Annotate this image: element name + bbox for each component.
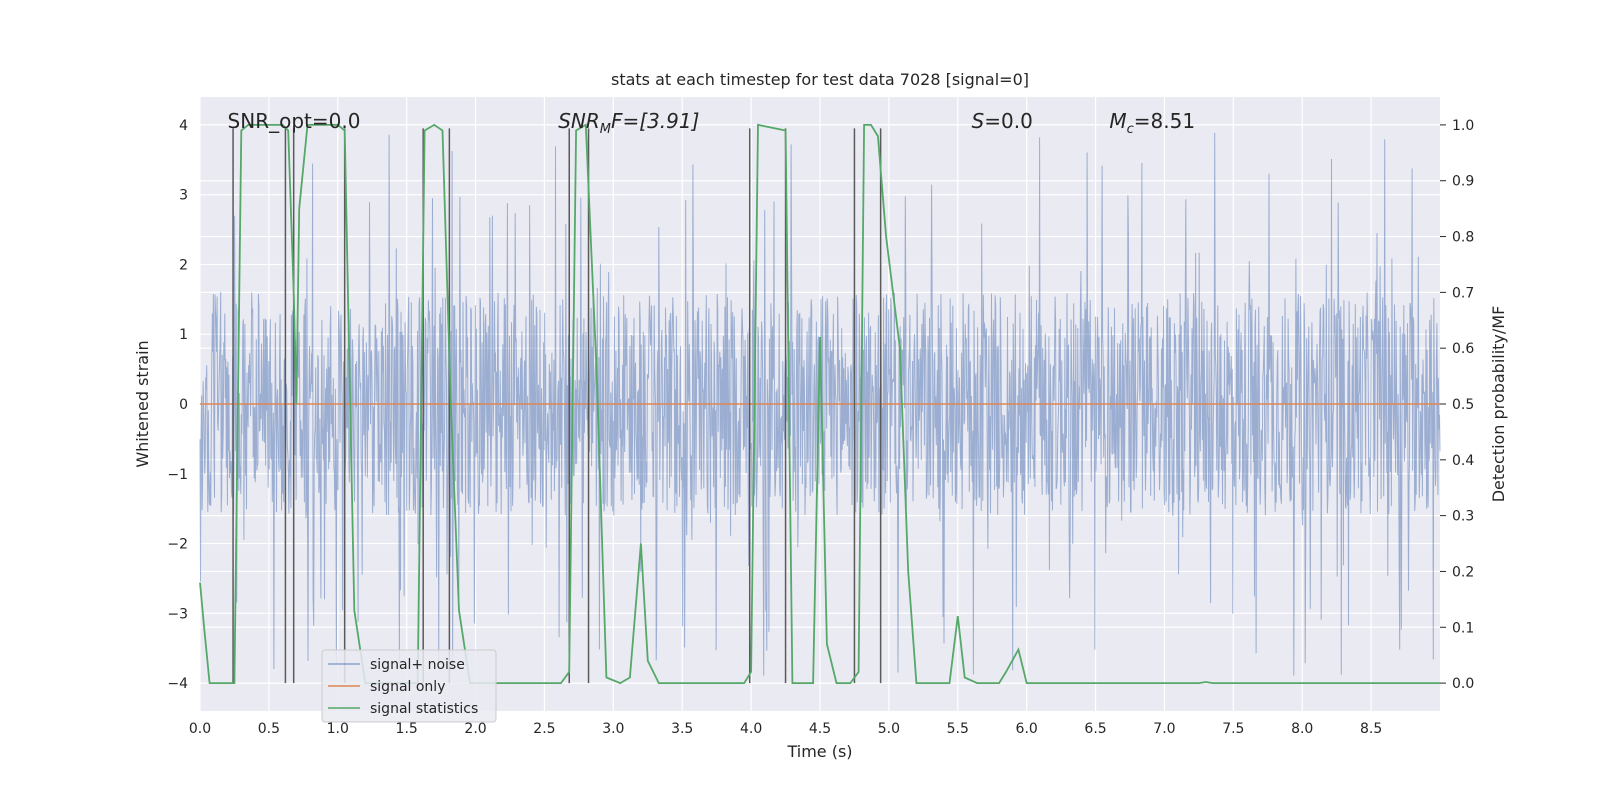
y-tick-label: 2 bbox=[179, 257, 188, 273]
legend-label-signal-noise: signal+ noise bbox=[370, 657, 465, 673]
x-tick-label: 7.5 bbox=[1222, 721, 1244, 737]
y2-tick-label: 0.1 bbox=[1452, 620, 1474, 636]
x-tick-label: 6.0 bbox=[1016, 721, 1038, 737]
x-axis-label: Time (s) bbox=[786, 742, 852, 761]
annotation-snr-mf-rest: F=[3.91] bbox=[611, 109, 699, 133]
y-tick-label: −4 bbox=[167, 676, 188, 692]
annotation-mc-rest: =8.51 bbox=[1134, 109, 1195, 133]
x-tick-label: 3.5 bbox=[671, 721, 693, 737]
legend: signal+ noise signal only signal statist… bbox=[321, 649, 497, 723]
x-tick-label: 0.5 bbox=[258, 721, 280, 737]
x-tick-label: 0.0 bbox=[189, 721, 211, 737]
y2-tick-label: 0.4 bbox=[1452, 453, 1474, 469]
legend-label-signal-statistics: signal statistics bbox=[370, 701, 478, 717]
annotation-snr-mf-main: SNR bbox=[558, 109, 600, 133]
y2-tick-label: 0.2 bbox=[1452, 564, 1474, 580]
chart-title: stats at each timestep for test data 702… bbox=[611, 70, 1029, 89]
x-tick-label: 3.0 bbox=[602, 721, 624, 737]
y2-axis-label: Detection probability/MF bbox=[1489, 306, 1508, 503]
annotation-snr-mf: SNRMF=[3.91] bbox=[558, 109, 699, 137]
x-tick-label: 8.5 bbox=[1360, 721, 1382, 737]
x-tick-label: 5.0 bbox=[878, 721, 900, 737]
y2-tick-label: 0.8 bbox=[1452, 230, 1474, 246]
x-tick-label: 7.0 bbox=[1153, 721, 1175, 737]
signal-statistics-line bbox=[199, 123, 1440, 685]
event-marker-lines bbox=[232, 128, 882, 684]
x-tick-label: 2.5 bbox=[533, 721, 555, 737]
legend-box bbox=[321, 649, 497, 723]
annotation-mc: Mc=8.51 bbox=[1109, 109, 1195, 137]
x-tick-label: 1.0 bbox=[327, 721, 349, 737]
x-tick-label: 4.0 bbox=[740, 721, 762, 737]
x-tick-label: 6.5 bbox=[1084, 721, 1106, 737]
y-tick-label: 3 bbox=[179, 188, 188, 204]
annotation-s-rest: =0.0 bbox=[984, 109, 1033, 133]
y-tick-label: −2 bbox=[167, 537, 188, 553]
annotation-mc-main: M bbox=[1109, 109, 1126, 133]
x-tick-label: 2.0 bbox=[464, 721, 486, 737]
y-tick-label: −1 bbox=[167, 467, 188, 483]
annotation-snr-opt: SNR_opt=0.0 bbox=[228, 109, 361, 133]
x-tick-label: 5.5 bbox=[947, 721, 969, 737]
y-tick-label: 4 bbox=[179, 118, 188, 134]
y-tick-label: 0 bbox=[179, 397, 188, 413]
y-tick-label: −3 bbox=[167, 606, 188, 622]
y2-tick-labels: 0.0 0.1 0.2 0.3 0.4 0.5 0.6 0.7 0.8 0.9 1.0 bbox=[1440, 118, 1474, 692]
annotation-s-main: S bbox=[972, 109, 985, 133]
y-tick-label: 1 bbox=[179, 327, 188, 343]
y2-tick-label: 0.9 bbox=[1452, 174, 1474, 190]
legend-label-signal-only: signal only bbox=[370, 679, 445, 695]
y2-tick-label: 0.7 bbox=[1452, 285, 1474, 301]
x-tick-label: 1.5 bbox=[396, 721, 418, 737]
annotation-snr-mf-sub: M bbox=[600, 122, 611, 137]
x-tick-labels: 0.0 0.5 1.0 1.5 2.0 2.5 3.0 3.5 4.0 4.5 5.0 5.5 6.0 6… bbox=[189, 721, 1382, 737]
y2-tick-label: 0.3 bbox=[1452, 509, 1474, 525]
y2-tick-label: 0.0 bbox=[1452, 676, 1474, 692]
y-axis-label: Whitened strain bbox=[133, 340, 152, 467]
y2-tick-label: 0.6 bbox=[1452, 341, 1474, 357]
x-tick-label: 8.0 bbox=[1291, 721, 1313, 737]
signal-statistics-series bbox=[199, 123, 1440, 685]
y2-tick-label: 0.5 bbox=[1452, 397, 1474, 413]
y2-tick-label: 1.0 bbox=[1452, 118, 1474, 134]
annotation-s: S=0.0 bbox=[972, 109, 1033, 133]
x-tick-label: 4.5 bbox=[809, 721, 831, 737]
y-tick-labels: −4 −3 −2 −1 0 1 2 3 4 bbox=[167, 118, 188, 692]
annotation-mc-sub: c bbox=[1127, 122, 1134, 137]
